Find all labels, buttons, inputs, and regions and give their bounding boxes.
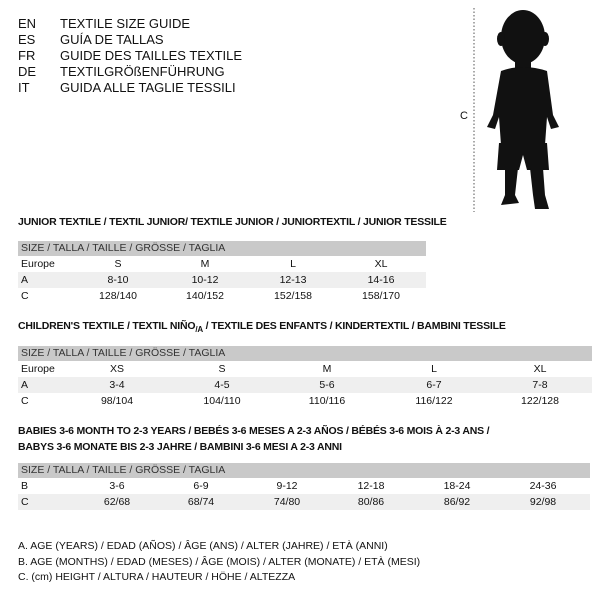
table-cell: 116/122 (415, 395, 453, 407)
table-cell: 98/104 (100, 395, 134, 407)
table-cell: 92/98 (529, 496, 557, 508)
table-cell: 12-13 (279, 274, 307, 286)
table-cell: 4-5 (214, 379, 230, 391)
babies-size-table: SIZE / TALLA / TAILLE / GRÖSSE / TAGLIA B… (18, 463, 590, 510)
table-cell: 158/170 (362, 290, 400, 302)
language-guide-name: TEXTILGRÖßENFÜHRUNG (60, 64, 225, 79)
table-cell: 8-10 (107, 274, 129, 286)
table-cell: XL (533, 363, 547, 375)
junior-title: JUNIOR TEXTILE / TEXTIL JUNIOR/ TEXTILE … (18, 216, 447, 228)
table-row: C 62/68 68/74 74/80 80/86 86/92 92/98 (18, 494, 590, 510)
table-cell: XS (109, 363, 125, 375)
table-cell: 3-4 (109, 379, 125, 391)
table-row: Europe S M L XL (18, 256, 426, 272)
legend: A. AGE (YEARS) / EDAD (AÑOS) / ÂGE (ANS)… (18, 539, 420, 586)
table-cell: 128/140 (99, 290, 137, 302)
table-cell: S (114, 258, 122, 270)
table-cell: 86/92 (443, 496, 471, 508)
row-label: A (21, 379, 29, 391)
size-header: SIZE / TALLA / TAILLE / GRÖSSE / TAGLIA (18, 346, 592, 361)
table-cell: 18-24 (443, 480, 471, 492)
height-label: C (460, 110, 468, 122)
table-cell: 24-36 (529, 480, 557, 492)
child-silhouette-figure: C (455, 5, 585, 220)
table-cell: S (218, 363, 226, 375)
size-header: SIZE / TALLA / TAILLE / GRÖSSE / TAGLIA (18, 463, 590, 478)
table-cell: 68/74 (187, 496, 215, 508)
table-cell: 6-9 (193, 480, 209, 492)
row-label: A (21, 274, 29, 286)
table-cell: 6-7 (426, 379, 442, 391)
row-label: C (21, 290, 29, 302)
table-row: C 128/140 140/152 152/158 158/170 (18, 288, 426, 304)
table-cell: 7-8 (532, 379, 548, 391)
language-code: ES (18, 32, 36, 47)
babies-title-line1: BABIES 3-6 MONTH TO 2-3 YEARS / BEBÉS 3-… (18, 425, 490, 437)
children-title: CHILDREN'S TEXTILE / TEXTIL NIÑO/A / TEX… (18, 320, 506, 334)
legend-c: C. (cm) HEIGHT / ALTURA / HAUTEUR / HÖHE… (18, 571, 296, 583)
language-code: IT (18, 80, 30, 95)
size-header: SIZE / TALLA / TAILLE / GRÖSSE / TAGLIA (18, 241, 426, 256)
table-cell: 140/152 (186, 290, 224, 302)
junior-size-table: SIZE / TALLA / TAILLE / GRÖSSE / TAGLIA E… (18, 241, 426, 304)
legend-a: A. AGE (YEARS) / EDAD (AÑOS) / ÂGE (ANS)… (18, 540, 388, 552)
table-cell: 80/86 (357, 496, 385, 508)
language-guide-name: GUÍA DE TALLAS (60, 32, 164, 47)
table-cell: 10-12 (191, 274, 219, 286)
table-cell: 5-6 (319, 379, 335, 391)
table-cell: L (431, 363, 437, 375)
language-guide-name: GUIDA ALLE TAGLIE TESSILI (60, 80, 236, 95)
table-cell: 152/158 (274, 290, 312, 302)
table-cell: XL (374, 258, 388, 270)
row-label: C (21, 496, 29, 508)
row-label: Europe (21, 363, 55, 375)
table-cell: M (200, 258, 210, 270)
table-cell: 62/68 (103, 496, 131, 508)
table-row: A 3-4 4-5 5-6 6-7 7-8 (18, 377, 592, 393)
row-label: B (21, 480, 29, 492)
children-size-table: SIZE / TALLA / TAILLE / GRÖSSE / TAGLIA E… (18, 346, 592, 409)
table-cell: 14-16 (367, 274, 395, 286)
table-row: B 3-6 6-9 9-12 12-18 18-24 24-36 (18, 478, 590, 494)
table-cell: 110/116 (308, 395, 346, 407)
language-code: FR (18, 48, 36, 63)
language-guide-name: GUIDE DES TAILLES TEXTILE (60, 48, 243, 63)
babies-title-line2: BABYS 3-6 MONATE BIS 2-3 JAHRE / BAMBINI… (18, 441, 342, 453)
table-row: Europe XS S M L XL (18, 361, 592, 377)
table-cell: M (322, 363, 332, 375)
legend-b: B. AGE (MONTHS) / EDAD (MESES) / ÂGE (MO… (18, 555, 421, 568)
table-cell: 9-12 (276, 480, 298, 492)
table-cell: L (290, 258, 296, 270)
table-cell: 74/80 (273, 496, 301, 508)
child-silhouette-icon: C (460, 8, 559, 212)
table-cell: 122/128 (521, 395, 559, 407)
table-cell: 12-18 (357, 480, 385, 492)
table-cell: 104/110 (203, 395, 241, 407)
table-cell: 3-6 (109, 480, 125, 492)
children-title-main: CHILDREN'S TEXTILE / TEXTIL NIÑO (18, 320, 196, 332)
language-code: EN (18, 16, 37, 31)
table-row: A 8-10 10-12 12-13 14-16 (18, 272, 426, 288)
row-label: Europe (21, 258, 55, 270)
children-title-suffix: /A (195, 325, 203, 335)
table-row: C 98/104 104/110 110/116 116/122 122/128 (18, 393, 592, 409)
language-guide-name: TEXTILE SIZE GUIDE (60, 16, 191, 31)
language-code: DE (18, 64, 37, 79)
row-label: C (21, 395, 29, 407)
children-title-rest: / TEXTILE DES ENFANTS / KINDERTEXTIL / B… (202, 320, 506, 332)
